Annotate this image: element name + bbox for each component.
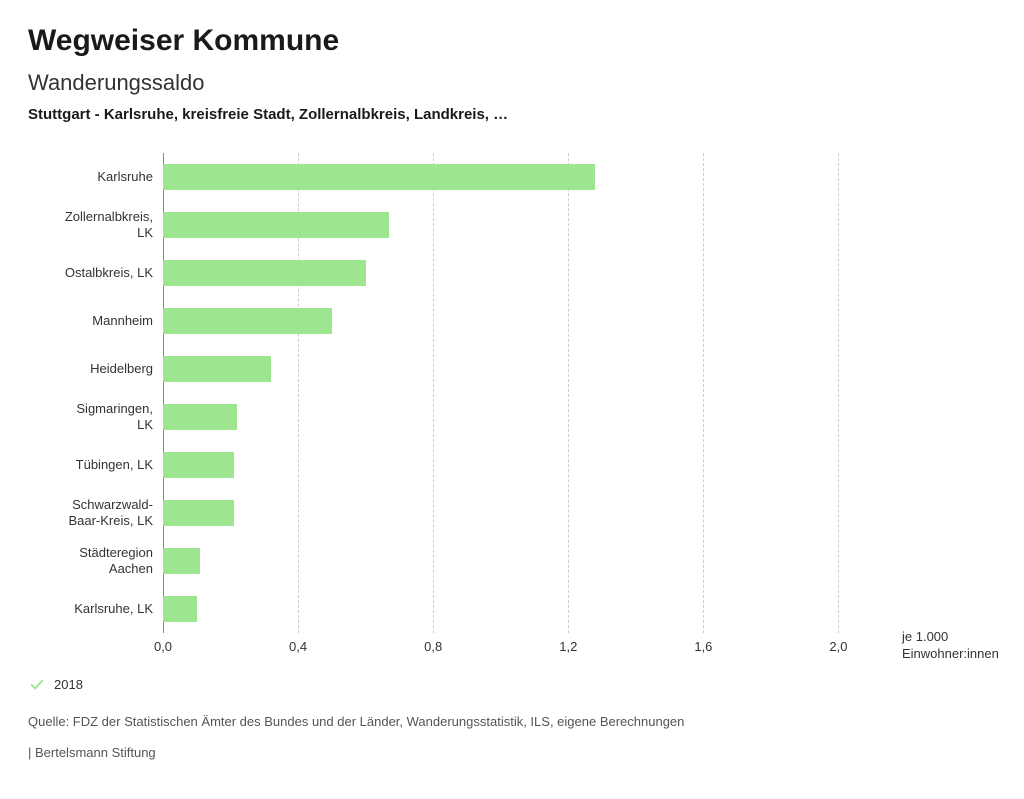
bar: [163, 596, 197, 623]
check-icon: [30, 678, 44, 692]
category-label: Städteregion Aachen: [58, 537, 163, 585]
x-axis: je 1.000 Einwohner:innen 0,00,40,81,21,6…: [163, 633, 906, 657]
category-label: Ostalbkreis, LK: [58, 249, 163, 297]
bar: [163, 260, 366, 287]
category-label: Karlsruhe: [58, 153, 163, 201]
category-label: Zollernalbkreis, LK: [58, 201, 163, 249]
y-axis-labels: KarlsruheZollernalbkreis, LKOstalbkreis,…: [58, 153, 163, 633]
plot-area: [163, 153, 906, 633]
bar: [163, 164, 595, 191]
legend: 2018: [30, 677, 996, 692]
bar-row: [163, 249, 906, 297]
bar: [163, 452, 234, 479]
axis-unit-line1: je 1.000: [902, 629, 992, 646]
category-label: Heidelberg: [58, 345, 163, 393]
bar-row: [163, 441, 906, 489]
bar: [163, 548, 200, 575]
page-subtitle: Wanderungssaldo: [28, 70, 996, 96]
bar: [163, 308, 332, 335]
chart-container: KarlsruheZollernalbkreis, LKOstalbkreis,…: [58, 153, 996, 657]
bar-row: [163, 537, 906, 585]
bar-row: [163, 153, 906, 201]
axis-unit-line2: Einwohner:innen: [902, 646, 992, 663]
category-label: Tübingen, LK: [58, 441, 163, 489]
bar-row: [163, 201, 906, 249]
page-description: Stuttgart - Karlsruhe, kreisfreie Stadt,…: [28, 106, 996, 123]
x-tick-label: 0,8: [424, 639, 442, 654]
category-label: Sigmaringen, LK: [58, 393, 163, 441]
footer-text: | Bertelsmann Stiftung: [28, 745, 996, 760]
bar: [163, 404, 237, 431]
x-tick-label: 2,0: [829, 639, 847, 654]
category-label: Karlsruhe, LK: [58, 585, 163, 633]
x-tick-label: 0,4: [289, 639, 307, 654]
x-tick-label: 1,2: [559, 639, 577, 654]
x-tick-label: 0,0: [154, 639, 172, 654]
bar: [163, 356, 271, 383]
source-text: Quelle: FDZ der Statistischen Ämter des …: [28, 714, 996, 729]
bars: [163, 153, 906, 633]
legend-year: 2018: [54, 677, 83, 692]
page-title: Wegweiser Kommune: [28, 24, 996, 58]
x-tick-label: 1,6: [694, 639, 712, 654]
chart-plot: KarlsruheZollernalbkreis, LKOstalbkreis,…: [58, 153, 996, 633]
bar-row: [163, 585, 906, 633]
bar: [163, 212, 389, 239]
axis-unit-label: je 1.000 Einwohner:innen: [902, 629, 992, 663]
category-label: Schwarzwald-Baar-Kreis, LK: [58, 489, 163, 537]
bar-row: [163, 489, 906, 537]
bar-row: [163, 393, 906, 441]
bar-row: [163, 345, 906, 393]
category-label: Mannheim: [58, 297, 163, 345]
bar-row: [163, 297, 906, 345]
bar: [163, 500, 234, 527]
